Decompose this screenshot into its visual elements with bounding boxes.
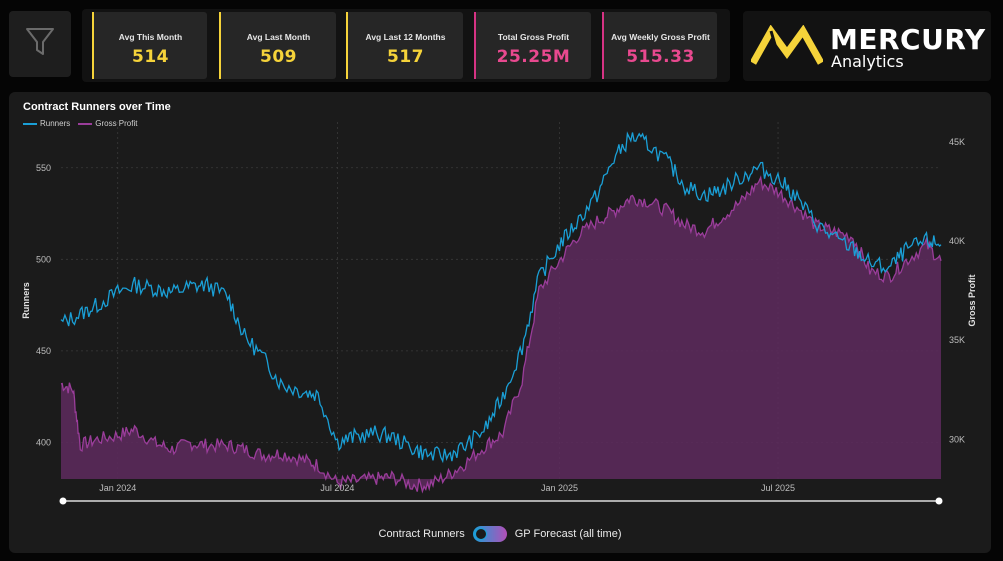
kpi-label: Avg Last 12 Months [365, 32, 446, 42]
chart-title: Contract Runners over Time [23, 101, 171, 113]
logo-name: MERCURY [830, 23, 986, 56]
chart-legend: Runners Gross Profit [23, 119, 145, 128]
kpi-label: Avg Last Month [246, 32, 311, 42]
x-tick-label: Jul 2024 [320, 483, 354, 493]
slider-end-handle[interactable] [935, 497, 943, 505]
toggle-right-label: GP Forecast (all time) [514, 528, 622, 540]
kpi-value: 514 [132, 47, 169, 67]
y-right-tick-label: 30K [949, 434, 965, 444]
gross-profit-line [60, 175, 942, 494]
mercury-logo-mark [751, 25, 823, 66]
toggle-left-label: Contract Runners [378, 528, 465, 540]
kpi-card-avg-weekly-gross-profit: Avg Weekly Gross Profit 515.33 [602, 12, 717, 79]
logo-subtitle: Analytics [831, 52, 904, 71]
y-right-axis-title: Gross Profit [967, 274, 977, 326]
y-left-tick-label: 500 [36, 254, 51, 264]
legend-swatch [78, 122, 93, 125]
forecast-toggle[interactable] [472, 526, 507, 542]
kpi-accent-bar [346, 12, 348, 79]
gross-profit-area [61, 177, 941, 492]
kpi-value: 517 [387, 47, 424, 67]
kpi-card-total-gross-profit: Total Gross Profit 25.25M [474, 12, 591, 79]
logo: MERCURY Analytics [743, 11, 991, 81]
y-left-axis-title: Runners [21, 282, 31, 319]
x-tick-label: Jan 2024 [99, 483, 136, 493]
kpi-card-avg-last-month: Avg Last Month 509 [219, 12, 336, 79]
forecast-toggle-row: Contract Runners GP Forecast (all time) [9, 526, 991, 542]
filter-button[interactable] [9, 11, 71, 77]
kpi-accent-bar [474, 12, 476, 79]
x-tick-label: Jul 2025 [761, 483, 795, 493]
kpi-label: Avg This Month [118, 32, 183, 42]
toggle-knob [474, 528, 487, 540]
legend-item-gross-profit[interactable]: Gross Profit [78, 119, 137, 128]
kpi-accent-bar [602, 12, 604, 79]
chart-panel: Contract Runners over Time Runners Gross… [9, 92, 991, 553]
kpi-accent-bar [219, 12, 221, 79]
line-chart: 400 450 500 550 30K 35K 40K 45K Jan 2024 Jul 2024… [21, 122, 977, 505]
kpi-accent-bar [92, 12, 94, 79]
legend-swatch [23, 122, 37, 125]
y-right-tick-label: 40K [949, 236, 965, 246]
kpi-strip: Avg This Month 514 Avg Last Month 509 Av… [82, 9, 730, 82]
kpi-label: Total Gross Profit [497, 32, 570, 42]
legend-item-runners[interactable]: Runners [23, 119, 70, 128]
slider-start-handle[interactable] [59, 497, 67, 505]
legend-label: Gross Profit [95, 119, 138, 128]
kpi-value: 515.33 [626, 47, 695, 67]
legend-label: Runners [40, 119, 71, 128]
kpi-label: Avg Weekly Gross Profit [611, 32, 710, 42]
y-right-tick-label: 45K [949, 137, 965, 147]
funnel-icon [24, 25, 56, 64]
x-tick-label: Jan 2025 [541, 483, 578, 493]
y-left-tick-label: 550 [36, 163, 51, 173]
kpi-card-avg-this-month: Avg This Month 514 [92, 12, 207, 79]
kpi-value: 509 [260, 47, 297, 67]
y-right-tick-label: 35K [949, 335, 965, 345]
y-left-tick-label: 450 [36, 346, 51, 356]
runners-line [60, 131, 942, 464]
kpi-card-avg-last-12-months: Avg Last 12 Months 517 [346, 12, 463, 79]
kpi-value: 25.25M [496, 47, 571, 67]
y-left-tick-label: 400 [36, 437, 51, 447]
